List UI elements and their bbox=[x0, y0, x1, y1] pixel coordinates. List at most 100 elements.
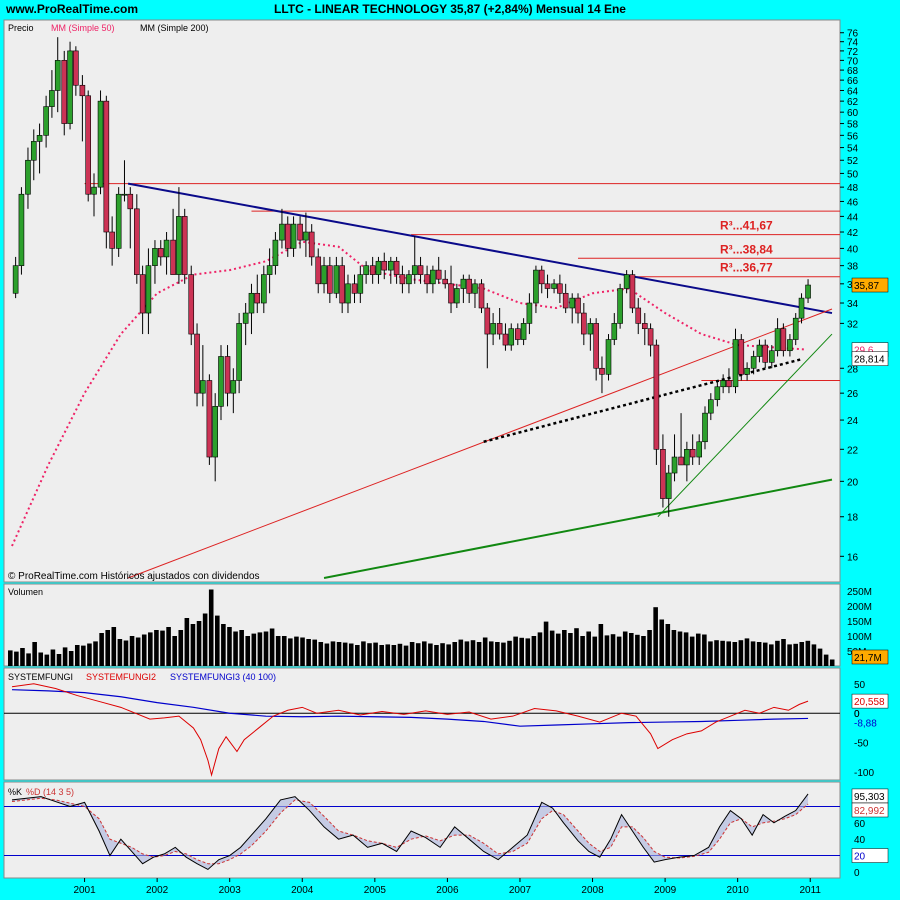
volume-bar bbox=[257, 632, 263, 666]
candle-up bbox=[272, 239, 279, 266]
x-tick-label: 2004 bbox=[291, 885, 314, 896]
y-tick-label: 52 bbox=[847, 156, 859, 167]
y-tick-label: 38 bbox=[847, 262, 859, 273]
candle-down bbox=[466, 278, 472, 294]
y-tick-label: 54 bbox=[847, 144, 859, 155]
candle-down bbox=[562, 292, 569, 309]
x-tick-label: 2010 bbox=[727, 885, 750, 896]
candle-up bbox=[696, 441, 703, 458]
candle-up bbox=[357, 274, 364, 294]
x-tick-label: 2011 bbox=[799, 885, 821, 896]
resistance-annotation: R³...41,67 bbox=[720, 219, 773, 233]
y-tick-label: 58 bbox=[847, 120, 859, 131]
volume-bar bbox=[44, 654, 50, 666]
candle-down bbox=[139, 274, 146, 314]
y-tick-label: 72 bbox=[847, 47, 859, 58]
volume-bar bbox=[549, 630, 555, 666]
volume-bar bbox=[324, 643, 330, 666]
volume-bar bbox=[683, 632, 689, 666]
volume-bar bbox=[409, 642, 415, 666]
candle-up bbox=[569, 297, 576, 309]
volume-bar bbox=[178, 630, 184, 666]
x-tick-label: 2008 bbox=[581, 885, 604, 896]
volume-bar bbox=[391, 645, 397, 666]
candle-down bbox=[678, 456, 684, 466]
systemfungi-panel bbox=[3, 667, 841, 781]
legend-ma50: MM (Simple 50) bbox=[51, 23, 115, 33]
volume-bar bbox=[281, 636, 287, 666]
volume-bar bbox=[318, 642, 324, 666]
volume-bar bbox=[689, 636, 695, 666]
volume-bar bbox=[336, 642, 342, 666]
trendline-red bbox=[127, 308, 833, 579]
volume-bar bbox=[32, 642, 37, 666]
candle-up bbox=[750, 356, 757, 369]
y-tick-label: 18 bbox=[847, 513, 859, 524]
volume-bar bbox=[99, 633, 104, 666]
candle-up bbox=[768, 350, 775, 363]
candle-down bbox=[442, 278, 449, 285]
candle-down bbox=[593, 323, 599, 369]
y-tick-label: 44 bbox=[847, 212, 859, 223]
volume-bar bbox=[799, 642, 805, 666]
candle-down bbox=[315, 256, 322, 285]
volume-bar bbox=[251, 633, 257, 666]
volume-bar bbox=[221, 624, 226, 666]
candle-up bbox=[145, 265, 152, 314]
volume-bar bbox=[239, 630, 244, 666]
volume-bar bbox=[111, 627, 117, 666]
candle-up bbox=[43, 106, 49, 136]
y-tick-label: 24 bbox=[847, 416, 859, 427]
candle-down bbox=[351, 283, 358, 294]
candle-down bbox=[206, 380, 213, 458]
candle-down bbox=[599, 367, 605, 375]
volume-bar bbox=[750, 641, 756, 666]
volume-bar bbox=[288, 638, 293, 666]
volume-bar bbox=[616, 636, 622, 666]
candle-up bbox=[321, 265, 327, 285]
candle-up bbox=[279, 223, 285, 241]
candle-down bbox=[109, 231, 115, 249]
candle-up bbox=[526, 302, 533, 324]
candle-up bbox=[363, 265, 369, 275]
volume-bar bbox=[87, 643, 92, 666]
systemfungi-chart: -100 -50 0 50 SYSTEMFUNGI SYSTEMFUNGI2 SYSTEMF… bbox=[4, 672, 889, 779]
trendline-black-dotted bbox=[483, 357, 804, 443]
fungi-tick-label: -50 bbox=[854, 739, 869, 750]
volume-bar bbox=[275, 636, 281, 666]
volume-bar bbox=[458, 639, 464, 666]
candle-down bbox=[103, 100, 110, 233]
volume-tick-label: 250M bbox=[847, 587, 872, 598]
volume-bar bbox=[415, 643, 421, 666]
volume-bar bbox=[141, 634, 147, 666]
volume-bar bbox=[555, 633, 561, 666]
volume-bar bbox=[312, 639, 317, 666]
stoch-last-level: 20 bbox=[854, 852, 866, 863]
footnote: © ProRealTime.com Históricos ajustados c… bbox=[8, 571, 260, 582]
x-tick-label: 2001 bbox=[73, 885, 96, 896]
x-tick-label: 2002 bbox=[146, 885, 169, 896]
volume-bar bbox=[215, 615, 220, 666]
stoch-last-d: 82,992 bbox=[854, 806, 885, 817]
candle-down bbox=[61, 60, 68, 124]
candle-down bbox=[284, 223, 291, 249]
volume-bar bbox=[81, 645, 86, 666]
candle-up bbox=[266, 265, 273, 275]
volume-bar bbox=[598, 624, 604, 666]
candle-up bbox=[91, 186, 97, 195]
candle-up bbox=[533, 269, 539, 304]
legend-systemfungi2: SYSTEMFUNGI2 bbox=[86, 672, 156, 682]
x-tick-label: 2007 bbox=[509, 885, 532, 896]
fungi-tick-label: 50 bbox=[854, 680, 866, 691]
volume-bar bbox=[117, 639, 123, 666]
site-name[interactable]: www.ProRealTime.com bbox=[6, 2, 139, 16]
candle-down bbox=[538, 269, 545, 285]
volume-bar bbox=[379, 645, 384, 666]
stochastic-panel bbox=[3, 781, 841, 879]
volume-bar bbox=[604, 635, 610, 666]
candle-up bbox=[605, 339, 612, 375]
volume-bar bbox=[190, 624, 196, 666]
candle-up bbox=[67, 50, 73, 124]
volume-bar bbox=[738, 640, 744, 666]
volume-bar bbox=[513, 636, 518, 666]
